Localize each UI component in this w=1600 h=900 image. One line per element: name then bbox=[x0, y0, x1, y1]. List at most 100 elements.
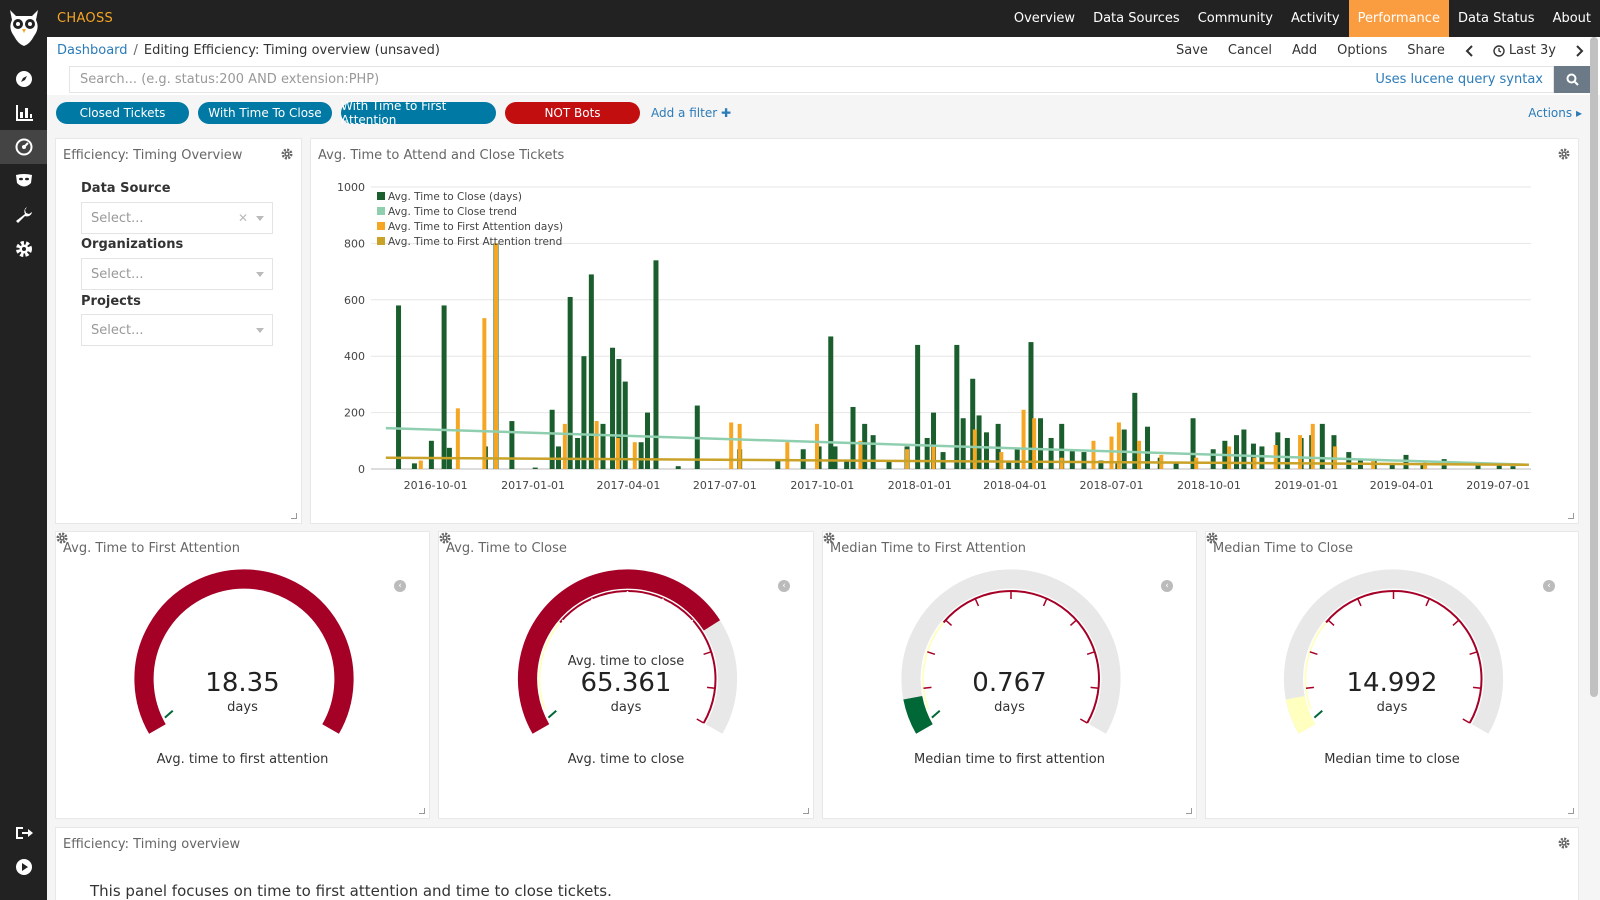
bar-time-to-close bbox=[1006, 460, 1012, 469]
bar-time-to-close bbox=[581, 356, 587, 469]
collapse-legend-icon[interactable]: ‹ bbox=[1543, 580, 1555, 592]
nav-data-status[interactable]: Data Status bbox=[1457, 11, 1535, 26]
time-picker-button[interactable]: Last 3y bbox=[1493, 43, 1556, 58]
nav-activity[interactable]: Activity bbox=[1290, 11, 1340, 26]
x-tick-label: 2017-04-01 bbox=[596, 479, 660, 492]
x-tick-label: 2017-10-01 bbox=[790, 479, 854, 492]
gauge-avg-time-to-close bbox=[517, 569, 738, 734]
legend-swatch bbox=[377, 222, 385, 230]
resize-handle[interactable] bbox=[291, 513, 297, 519]
bar-time-to-close bbox=[1241, 429, 1247, 469]
panel-gear-icon[interactable] bbox=[1558, 837, 1570, 849]
brand-name[interactable]: CHAOSS bbox=[57, 11, 114, 26]
controls-panel: Efficiency: Timing Overview Data Source … bbox=[55, 138, 302, 524]
management-gear-icon[interactable] bbox=[0, 232, 47, 266]
timelion-mask-icon[interactable] bbox=[0, 164, 47, 198]
cancel-button[interactable]: Cancel bbox=[1227, 43, 1272, 58]
bar-time-to-first-attention bbox=[729, 422, 734, 469]
visualize-chart-icon[interactable] bbox=[0, 96, 47, 130]
collapse-legend-icon[interactable]: ‹ bbox=[394, 580, 406, 592]
gauge-label: Avg. time to close bbox=[567, 752, 685, 767]
panel-gear-icon[interactable] bbox=[56, 532, 68, 544]
nav-community[interactable]: Community bbox=[1197, 11, 1273, 26]
projects-select[interactable]: Select... bbox=[81, 314, 273, 346]
bar-time-to-close bbox=[1038, 418, 1044, 469]
chevron-down-icon bbox=[256, 328, 264, 333]
filter-pill-with-time-to-close[interactable]: With Time To Close bbox=[198, 102, 332, 124]
bar-time-to-close bbox=[850, 406, 856, 469]
time-back-chevron-icon[interactable] bbox=[1465, 44, 1473, 57]
legend-swatch bbox=[377, 207, 385, 215]
panel-gear-icon[interactable] bbox=[1206, 532, 1218, 544]
search-input[interactable] bbox=[80, 72, 1376, 87]
page-scrollbar[interactable] bbox=[1590, 37, 1598, 697]
left-sidebar bbox=[0, 0, 47, 900]
lucene-syntax-link[interactable]: Uses lucene query syntax bbox=[1375, 72, 1543, 87]
bar-time-to-first-attention bbox=[858, 440, 863, 469]
breadcrumb-dashboard-link[interactable]: Dashboard bbox=[57, 43, 128, 58]
panel-gear-icon[interactable] bbox=[439, 532, 451, 544]
filter-actions-link[interactable]: Actions ▸ bbox=[1528, 106, 1582, 120]
nav-about[interactable]: About bbox=[1552, 11, 1591, 26]
nav-overview[interactable]: Overview bbox=[1013, 11, 1076, 26]
bar-time-to-first-attention bbox=[785, 442, 790, 469]
owl-logo-icon[interactable] bbox=[0, 0, 47, 52]
bar-time-to-close bbox=[1048, 437, 1054, 469]
time-forward-chevron-icon[interactable] bbox=[1576, 44, 1584, 57]
trend-line bbox=[385, 456, 1529, 467]
data-source-select[interactable]: Select... ✕ bbox=[81, 202, 273, 234]
filter-pill-not-bots[interactable]: NOT Bots bbox=[505, 102, 640, 124]
bar-time-to-close bbox=[862, 423, 868, 469]
share-button[interactable]: Share bbox=[1407, 43, 1445, 58]
panel-gear-icon[interactable] bbox=[823, 532, 835, 544]
panel-gear-icon[interactable] bbox=[1558, 148, 1570, 160]
search-button[interactable] bbox=[1554, 66, 1590, 93]
resize-handle[interactable] bbox=[803, 808, 809, 814]
gauge-panel-title: Avg. Time to Close bbox=[446, 541, 567, 556]
time-range-label: Last 3y bbox=[1508, 43, 1556, 58]
discover-compass-icon[interactable] bbox=[0, 62, 47, 96]
organizations-select[interactable]: Select... bbox=[81, 258, 273, 290]
search-icon bbox=[1566, 73, 1579, 86]
collapse-play-icon[interactable] bbox=[0, 850, 47, 884]
gauge-median-time-to-close bbox=[1283, 569, 1504, 734]
bar-time-to-close bbox=[870, 435, 876, 469]
bar-time-to-first-attention bbox=[1021, 409, 1026, 469]
add-panel-button[interactable]: Add bbox=[1291, 43, 1318, 58]
bar-time-to-close bbox=[983, 432, 989, 469]
resize-handle[interactable] bbox=[1568, 808, 1574, 814]
gauge-panel-title: Avg. Time to First Attention bbox=[63, 541, 240, 556]
filter-pill-closed-tickets[interactable]: Closed Tickets bbox=[56, 102, 189, 124]
save-button[interactable]: Save bbox=[1175, 43, 1208, 58]
collapse-legend-icon[interactable]: ‹ bbox=[778, 580, 790, 592]
resize-handle[interactable] bbox=[1186, 808, 1192, 814]
x-tick-label: 2019-04-01 bbox=[1370, 479, 1434, 492]
filter-pill-with-time-to-first-attention[interactable]: With Time to First Attention bbox=[341, 99, 496, 127]
logout-icon[interactable] bbox=[0, 816, 47, 850]
resize-handle[interactable] bbox=[1568, 513, 1574, 519]
collapse-legend-icon[interactable]: ‹ bbox=[1161, 580, 1173, 592]
bar-time-to-close bbox=[653, 260, 659, 469]
data-source-label: Data Source bbox=[81, 181, 171, 196]
resize-handle[interactable] bbox=[419, 808, 425, 814]
add-filter-link[interactable]: Add a filter ✚ bbox=[651, 106, 731, 120]
dashboard-toolbar: Save Cancel Add Options Share Last 3y bbox=[1156, 37, 1600, 64]
panel-gear-icon[interactable] bbox=[281, 148, 293, 160]
bar-time-to-close bbox=[532, 467, 538, 469]
dev-tools-wrench-icon[interactable] bbox=[0, 198, 47, 232]
bar-time-to-close bbox=[1475, 463, 1481, 469]
bar-time-to-first-attention bbox=[1116, 422, 1121, 469]
bar-time-to-close bbox=[1210, 449, 1216, 469]
bar-time-to-close bbox=[644, 412, 650, 469]
options-button[interactable]: Options bbox=[1337, 43, 1388, 58]
nav-data-sources[interactable]: Data Sources bbox=[1093, 11, 1180, 26]
bar-time-to-first-attention bbox=[1059, 457, 1064, 469]
clear-selection-icon[interactable]: ✕ bbox=[237, 211, 248, 225]
gauge-unit: days bbox=[994, 700, 1025, 715]
dashboard-gauge-icon[interactable] bbox=[0, 130, 47, 164]
y-tick-label: 800 bbox=[344, 237, 365, 250]
nav-performance[interactable]: Performance bbox=[1348, 0, 1449, 37]
bar-time-to-close bbox=[1510, 466, 1516, 469]
bar-time-to-close bbox=[976, 415, 982, 469]
x-tick-label: 2019-07-01 bbox=[1466, 479, 1530, 492]
